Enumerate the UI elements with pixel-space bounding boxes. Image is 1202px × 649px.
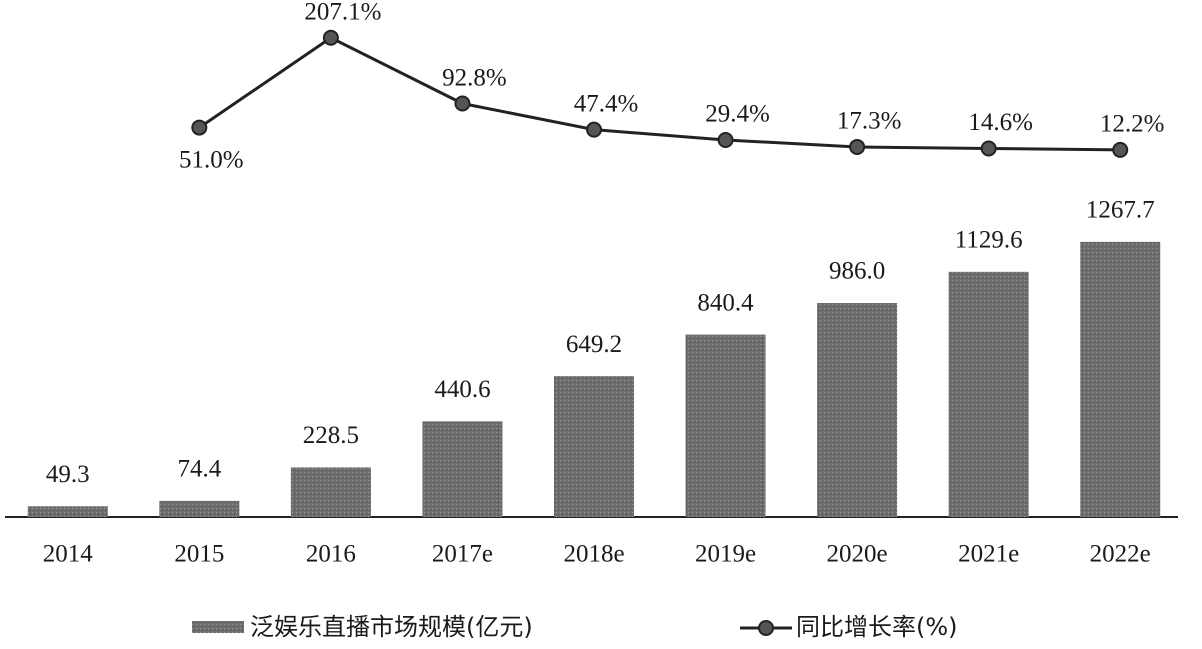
data-label: 92.8% [442,64,507,91]
bar [817,303,898,517]
legend-swatch-bar [192,621,244,633]
line-marker [717,131,734,148]
line-marker [191,119,208,136]
legend-marker [758,620,774,636]
data-label: 1267.7 [1086,197,1155,224]
data-label: 17.3% [837,108,902,135]
bar [554,376,634,517]
bar [685,334,766,517]
x-tick-label: 2015 [174,541,224,568]
data-label: 12.2% [1100,111,1165,138]
data-label: 207.1% [304,0,381,26]
bar [1080,241,1161,517]
line-marker [586,121,602,138]
line-marker [322,29,339,46]
bar [290,467,371,517]
data-label: 14.6% [968,109,1033,136]
legend-label: 泛娱乐直播市场规模(亿元) [250,613,533,641]
line-marker [980,140,997,157]
data-label: 47.4% [574,90,639,117]
data-label: 986.0 [829,258,885,285]
legend: 泛娱乐直播市场规模(亿元) 同比增长率(%) [192,613,958,641]
x-tick-label: 2021e [958,541,1019,568]
x-tick-label: 2020e [827,541,888,568]
x-tick-label: 2022e [1090,541,1151,568]
data-label: 440.6 [434,376,490,403]
bar [159,500,240,517]
data-label: 74.4 [177,456,221,483]
bar [27,506,108,517]
data-label: 228.5 [303,422,359,449]
data-label: 29.4% [705,101,770,128]
line [198,36,1121,152]
x-tick-label: 2016 [306,541,356,568]
line-marker [454,95,471,112]
data-label: 649.2 [566,331,622,358]
data-label: 49.3 [46,461,90,488]
x-tick-label: 2017e [432,541,493,568]
x-tick-label: 2018e [563,541,624,568]
data-label: 1129.6 [955,227,1023,254]
bar [948,271,1029,517]
line-marker [1112,141,1129,158]
line-marker [849,138,866,155]
x-tick-label: 2014 [43,541,94,568]
legend-label: 同比增长率(%) [796,613,958,641]
data-label: 51.0% [179,146,244,173]
x-tick-label: 2019e [695,541,756,568]
data-label: 840.4 [697,289,754,316]
bar [422,421,503,517]
